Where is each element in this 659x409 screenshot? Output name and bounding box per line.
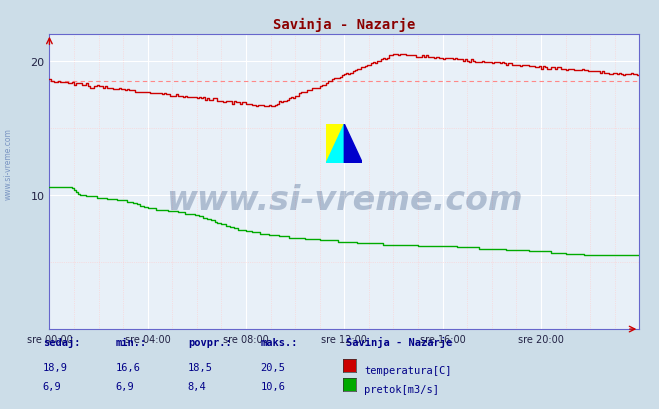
Text: Savinja - Nazarje: Savinja - Nazarje [346, 337, 452, 348]
Text: min.:: min.: [115, 337, 146, 348]
Text: maks.:: maks.: [260, 337, 298, 348]
Polygon shape [326, 125, 344, 164]
Text: 18,9: 18,9 [43, 362, 68, 372]
Text: sedaj:: sedaj: [43, 337, 80, 348]
Polygon shape [326, 125, 344, 164]
Text: 18,5: 18,5 [188, 362, 213, 372]
Text: 6,9: 6,9 [115, 381, 134, 391]
Text: www.si-vreme.com: www.si-vreme.com [166, 183, 523, 216]
Text: povpr.:: povpr.: [188, 337, 231, 348]
Title: Savinja - Nazarje: Savinja - Nazarje [273, 18, 416, 32]
Text: temperatura[C]: temperatura[C] [364, 365, 452, 375]
Text: 8,4: 8,4 [188, 381, 206, 391]
Text: 20,5: 20,5 [260, 362, 285, 372]
Text: 16,6: 16,6 [115, 362, 140, 372]
Text: 10,6: 10,6 [260, 381, 285, 391]
Text: www.si-vreme.com: www.si-vreme.com [3, 128, 13, 200]
Polygon shape [344, 125, 362, 164]
Text: pretok[m3/s]: pretok[m3/s] [364, 384, 440, 394]
Text: 6,9: 6,9 [43, 381, 61, 391]
